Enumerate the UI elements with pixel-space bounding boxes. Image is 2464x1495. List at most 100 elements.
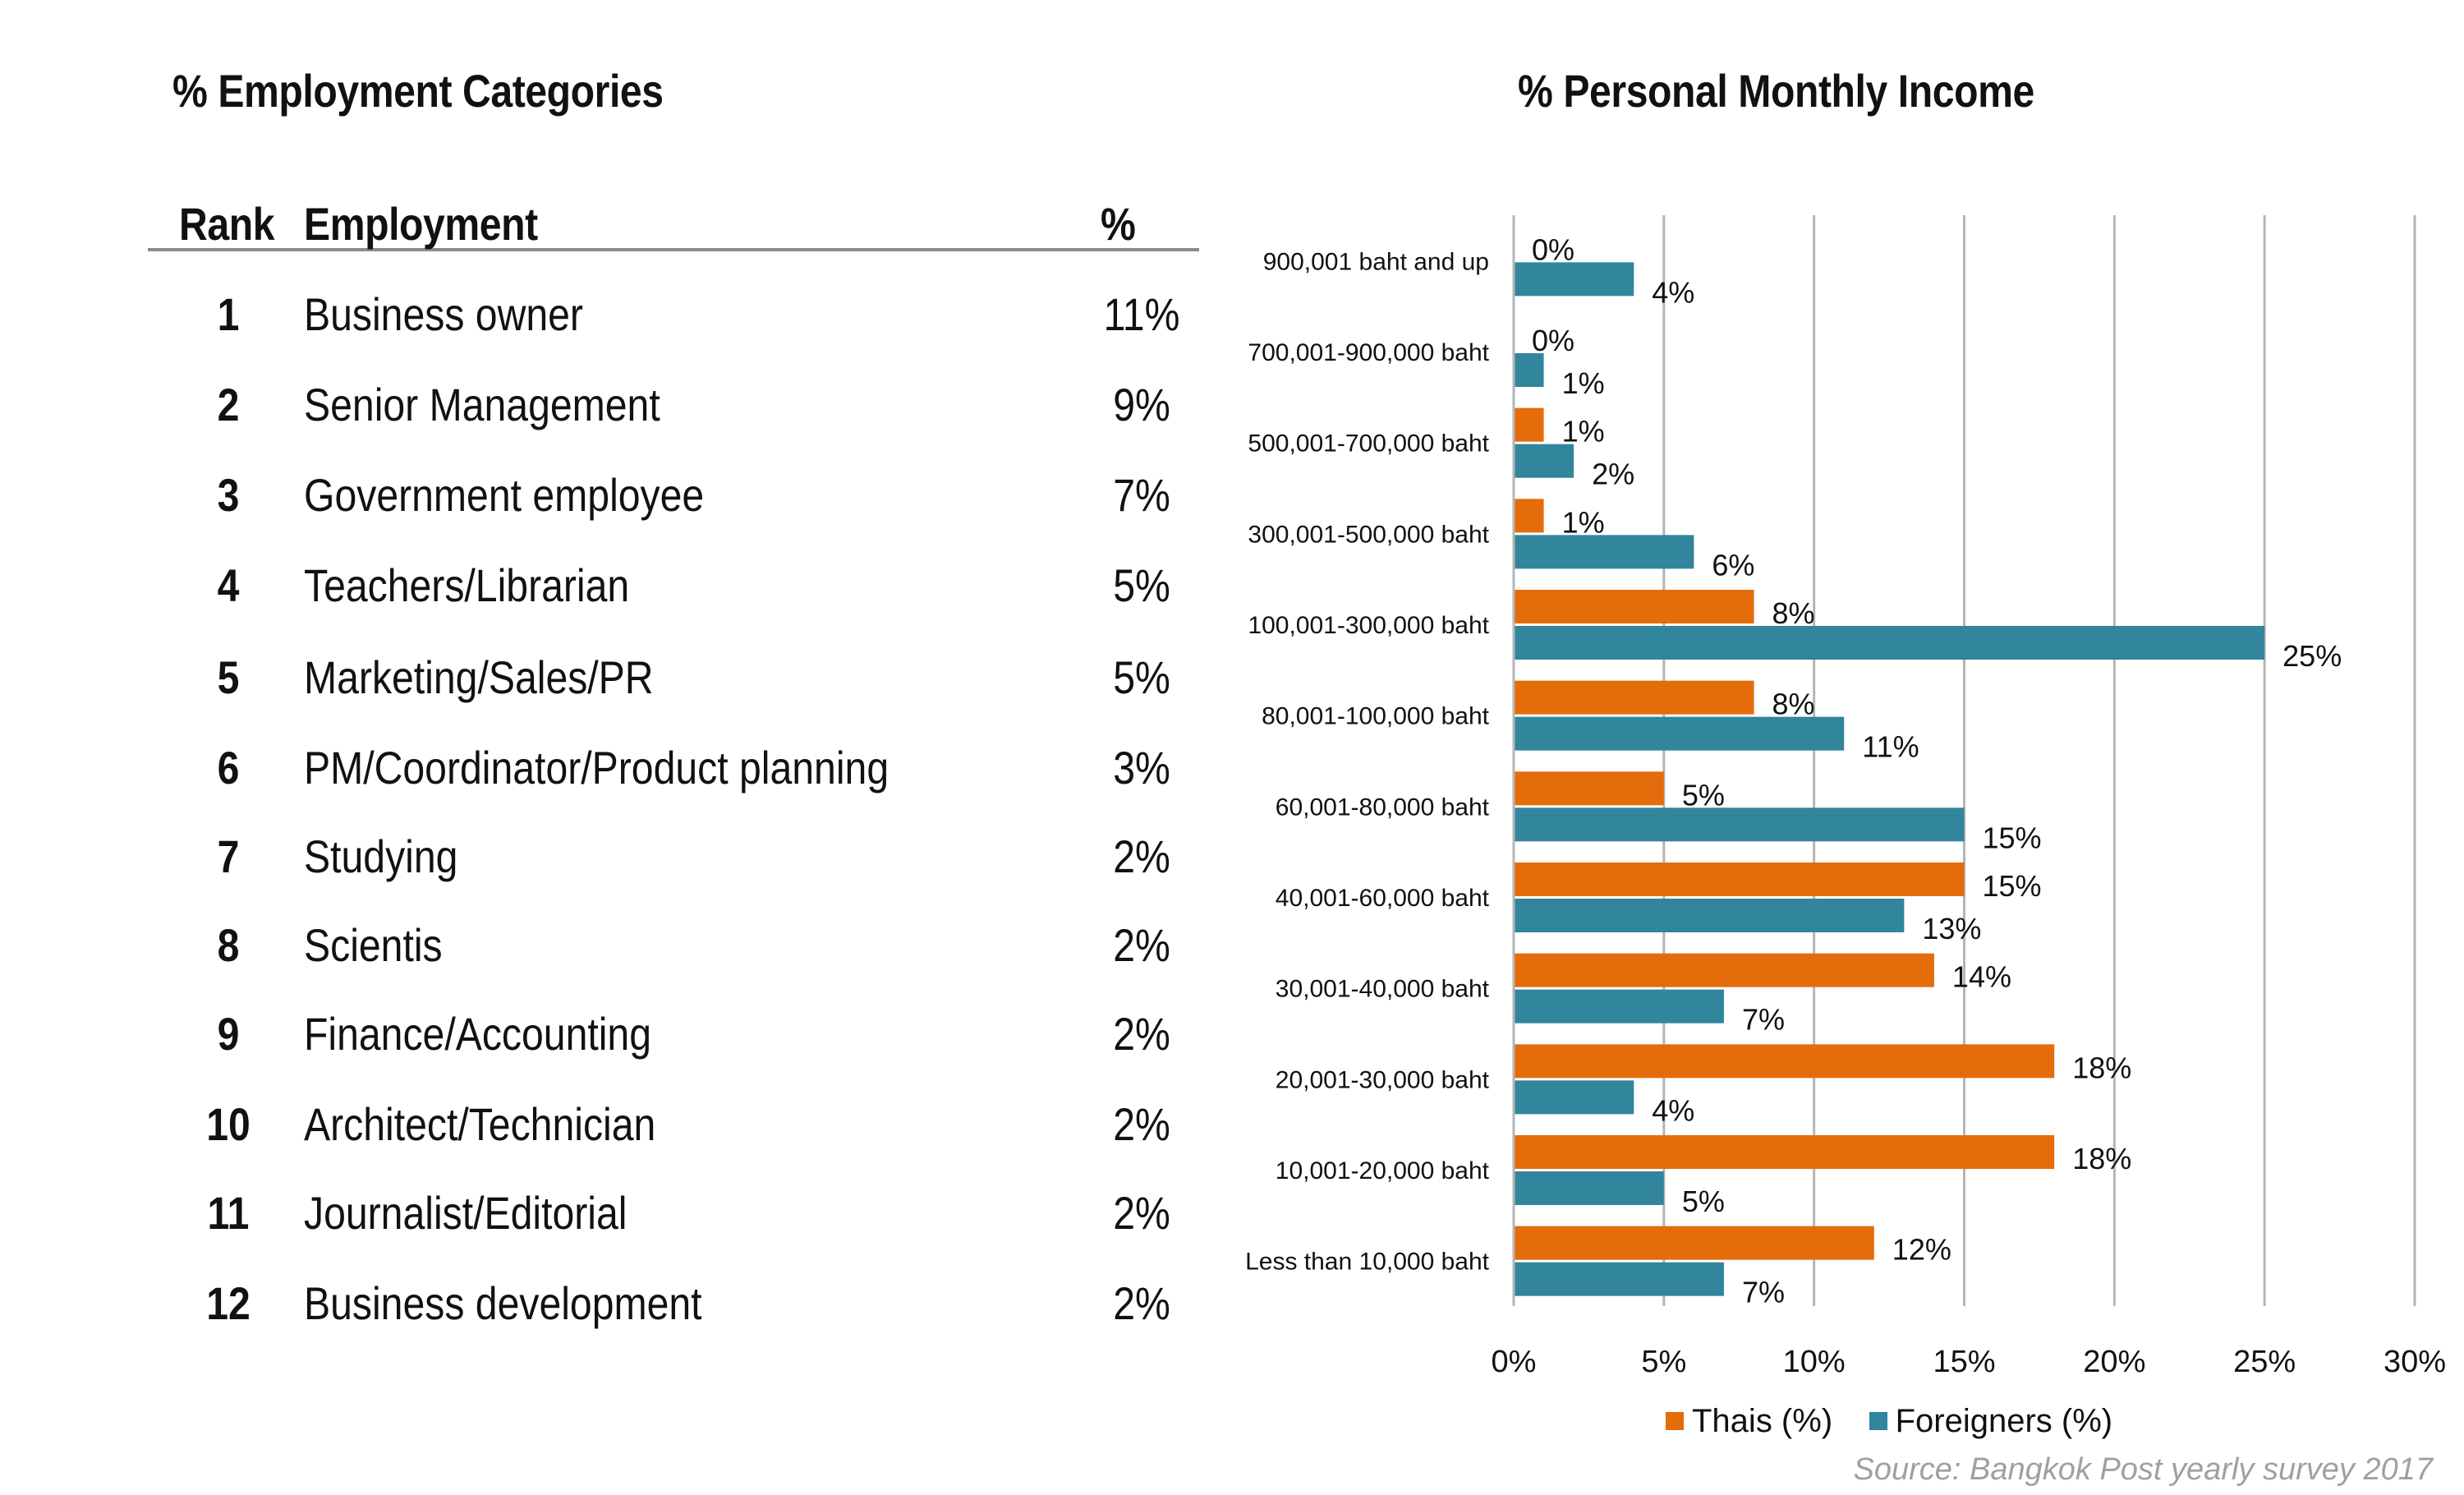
bar-foreigners	[1514, 989, 1724, 1024]
table-row: 7 Studying 2%	[148, 830, 1199, 904]
data-label-foreigners: 11%	[1862, 730, 1919, 764]
category-label: 100,001-300,000 baht	[1248, 612, 1489, 639]
data-label-foreigners: 6%	[1712, 548, 1754, 582]
percent-cell: 7%	[1113, 469, 1170, 521]
data-label-foreigners: 15%	[1983, 821, 2042, 854]
data-label-thais: 12%	[1892, 1233, 1951, 1267]
employment-title: % Employment Categories	[172, 65, 664, 117]
data-label-thais: 0%	[1532, 232, 1574, 266]
rank-cell: 11	[207, 1187, 250, 1239]
rank-cell: 5	[217, 651, 240, 703]
x-tick-label: 0%	[1492, 1345, 1537, 1379]
data-label-foreigners: 5%	[1682, 1184, 1725, 1218]
bar-thais	[1514, 771, 1664, 806]
table-row: 5 Marketing/Sales/PR 5%	[148, 651, 1199, 724]
table-row: 6 PM/Coordinator/Product planning 3%	[148, 741, 1199, 815]
percent-cell: 2%	[1113, 1098, 1170, 1150]
data-label-foreigners: 25%	[2282, 639, 2342, 673]
x-tick-label: 5%	[1641, 1345, 1686, 1379]
percent-cell: 2%	[1113, 830, 1170, 882]
data-label-foreigners: 1%	[1562, 366, 1605, 400]
category-label: 40,001-60,000 baht	[1276, 885, 1490, 912]
bar-thais	[1514, 590, 1754, 623]
category-label: 500,001-700,000 baht	[1248, 430, 1489, 458]
bar-foreigners	[1514, 716, 1845, 751]
employment-cell: Business development	[304, 1277, 702, 1329]
rank-cell: 2	[217, 379, 240, 430]
employment-cell: Scientis	[304, 919, 443, 971]
employment-header: Employment	[304, 198, 538, 250]
data-label-thais: 18%	[2072, 1142, 2131, 1175]
percent-cell: 2%	[1113, 919, 1170, 971]
x-tick-label: 20%	[2083, 1345, 2145, 1379]
bar-thais	[1514, 1135, 2055, 1169]
chart-legend: Thais (%) Foreigners (%)	[1666, 1403, 2145, 1444]
rank-cell: 9	[217, 1008, 240, 1060]
legend-label-thais: Thais (%)	[1692, 1403, 1833, 1439]
x-tick-label: 15%	[1933, 1345, 1995, 1379]
table-row: 11 Journalist/Editorial 2%	[148, 1186, 1199, 1260]
bar-thais	[1514, 862, 1965, 896]
legend-item-foreigners: Foreigners (%)	[1869, 1403, 2113, 1440]
category-label: 900,001 baht and up	[1263, 248, 1489, 275]
data-label-thais: 1%	[1562, 415, 1605, 448]
bar-foreigners	[1514, 626, 2265, 660]
x-tick-label: 30%	[2384, 1345, 2446, 1379]
employment-cell: Studying	[304, 830, 458, 882]
percent-cell: 2%	[1113, 1277, 1170, 1329]
employment-cell: Marketing/Sales/PR	[304, 651, 654, 703]
employment-table-header: Rank Employment %	[148, 197, 1199, 251]
percent-header: %	[1101, 198, 1136, 250]
data-label-thais: 1%	[1562, 505, 1605, 539]
table-row: 9 Finance/Accounting 2%	[148, 1007, 1199, 1081]
bar-thais	[1514, 407, 1544, 442]
rank-cell: 1	[217, 288, 240, 340]
employment-cell: PM/Coordinator/Product planning	[304, 742, 890, 794]
bar-thais	[1514, 499, 1544, 533]
employment-cell: Architect/Technician	[304, 1098, 656, 1150]
table-row: 1 Business owner 11%	[148, 288, 1199, 361]
percent-cell: 11%	[1103, 288, 1180, 340]
bar-foreigners	[1514, 535, 1694, 569]
x-tick-label: 10%	[1783, 1345, 1846, 1379]
data-label-thais: 0%	[1532, 324, 1574, 357]
rank-cell: 8	[217, 919, 240, 971]
rank-cell: 6	[217, 742, 240, 794]
percent-cell: 5%	[1113, 651, 1170, 703]
bar-foreigners	[1514, 444, 1574, 478]
data-label-foreigners: 2%	[1592, 458, 1634, 491]
data-label-foreigners: 13%	[1922, 912, 1981, 945]
legend-item-thais: Thais (%)	[1666, 1403, 1832, 1440]
x-tick-label: 25%	[2233, 1345, 2296, 1379]
percent-cell: 5%	[1113, 559, 1170, 611]
table-row: 8 Scientis 2%	[148, 918, 1199, 992]
bar-foreigners	[1514, 1171, 1664, 1205]
data-label-thais: 8%	[1772, 596, 1815, 630]
bar-thais	[1514, 1044, 2055, 1079]
employment-cell: Business owner	[304, 288, 583, 340]
employment-cell: Teachers/Librarian	[304, 559, 630, 611]
percent-cell: 3%	[1113, 742, 1170, 794]
table-row: 2 Senior Management 9%	[148, 378, 1199, 452]
rank-cell: 10	[206, 1098, 251, 1150]
rank-cell: 4	[217, 559, 240, 611]
percent-cell: 9%	[1113, 379, 1170, 430]
data-label-foreigners: 7%	[1742, 1003, 1785, 1037]
employment-cell: Journalist/Editorial	[304, 1187, 627, 1239]
bar-foreigners	[1514, 807, 1965, 842]
category-label: 700,001-900,000 baht	[1248, 339, 1489, 366]
table-row: 12 Business development 2%	[148, 1276, 1199, 1350]
bar-foreigners	[1514, 1080, 1634, 1115]
legend-swatch-thais	[1666, 1412, 1684, 1431]
category-label: 60,001-80,000 baht	[1276, 794, 1490, 821]
data-label-foreigners: 4%	[1652, 1093, 1694, 1127]
rank-cell: 7	[217, 830, 240, 882]
source-note: Source: Bangkok Post yearly survey 2017	[1853, 1452, 2434, 1487]
data-label-thais: 15%	[1983, 869, 2042, 903]
data-label-thais: 18%	[2072, 1051, 2131, 1084]
legend-label-foreigners: Foreigners (%)	[1895, 1403, 2113, 1439]
bar-foreigners	[1514, 353, 1544, 387]
employment-cell: Government employee	[304, 469, 705, 521]
rank-cell: 12	[206, 1277, 251, 1329]
